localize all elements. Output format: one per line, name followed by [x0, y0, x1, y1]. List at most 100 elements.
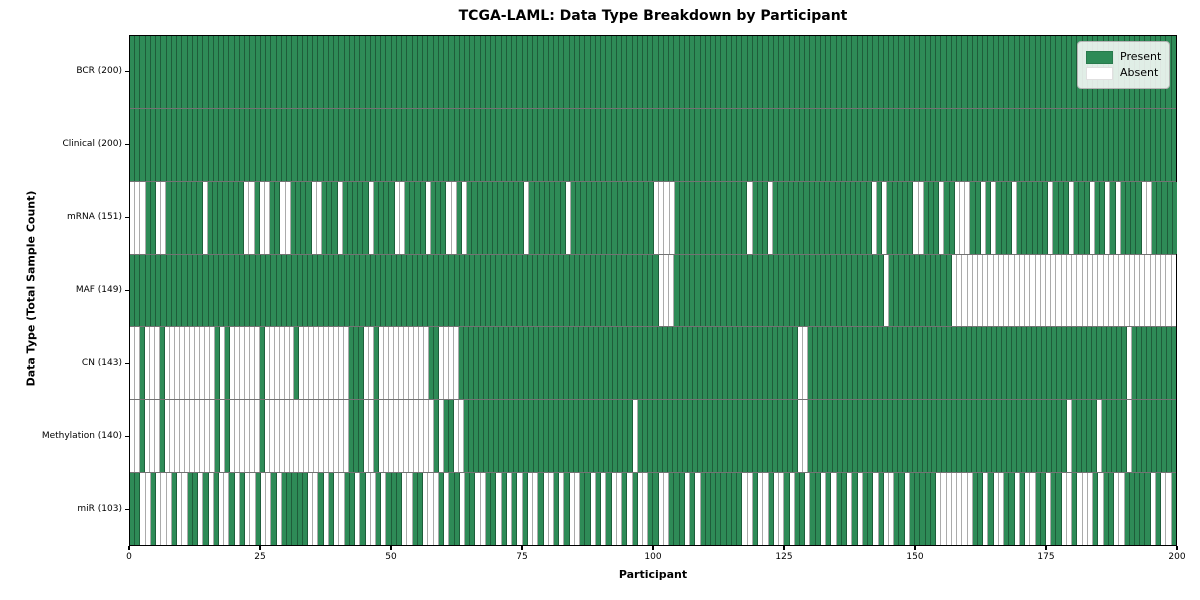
heatmap-cell: [529, 181, 535, 254]
heatmap-cell: [942, 400, 948, 473]
heatmap-cell: [598, 327, 604, 400]
heatmap-row-Methylation: [130, 400, 1176, 474]
heatmap-cell: [763, 400, 768, 473]
heatmap-cell: [601, 36, 607, 108]
heatmap-cell: [653, 327, 659, 400]
heatmap-cell: [1047, 327, 1053, 400]
heatmap-cell: [908, 181, 914, 254]
heatmap-cell: [679, 108, 685, 181]
heatmap-cell: [468, 400, 474, 473]
heatmap-cell: [354, 327, 360, 400]
heatmap-cell: [1103, 473, 1109, 546]
heatmap-cell: [1009, 254, 1015, 327]
heatmap-cell: [140, 108, 146, 181]
heatmap-cell: [637, 108, 643, 181]
heatmap-cell: [177, 473, 183, 546]
heatmap-cell: [213, 108, 219, 181]
heatmap-cell: [229, 400, 235, 473]
heatmap-cell: [805, 254, 811, 327]
heatmap-cell: [1077, 327, 1083, 400]
heatmap-cell: [329, 400, 335, 473]
heatmap-cell: [747, 36, 753, 108]
heatmap-cell: [155, 181, 162, 254]
heatmap-cell: [1032, 327, 1038, 400]
heatmap-cell: [483, 327, 489, 400]
heatmap-cell: [1098, 108, 1104, 181]
heatmap-cell: [752, 473, 759, 546]
heatmap-cell: [344, 473, 350, 546]
heatmap-cell: [1093, 473, 1099, 546]
x-tick-mark: [390, 546, 392, 550]
heatmap-cell: [370, 473, 377, 546]
heatmap-cell: [960, 181, 966, 254]
heatmap-cell: [1062, 400, 1068, 473]
heatmap-cell: [857, 400, 863, 473]
heatmap-cell: [763, 254, 769, 327]
heatmap-cell: [674, 473, 680, 546]
heatmap-cell: [307, 36, 314, 108]
heatmap-cell: [743, 327, 749, 400]
heatmap-cell: [841, 36, 848, 108]
heatmap-cell: [779, 108, 785, 181]
heatmap-cell: [700, 254, 706, 327]
heatmap-cell: [721, 473, 727, 546]
heatmap-cell: [281, 254, 288, 327]
heatmap-cell: [166, 36, 172, 108]
heatmap-cell: [249, 327, 255, 400]
heatmap-cell: [332, 181, 338, 254]
heatmap-cell: [987, 327, 993, 400]
y-tick-mark: [125, 217, 129, 219]
heatmap-cell: [925, 36, 931, 108]
heatmap-cell: [314, 327, 320, 400]
heatmap-cell: [538, 473, 544, 546]
heatmap-cell: [161, 181, 167, 254]
heatmap-cell: [224, 108, 230, 181]
heatmap-cell: [1056, 36, 1062, 108]
heatmap-cell: [245, 108, 251, 181]
heatmap-cell: [580, 108, 586, 181]
heatmap-cell: [894, 254, 900, 327]
heatmap-cell: [354, 400, 360, 473]
heatmap-cell: [580, 36, 586, 108]
heatmap-cell: [826, 473, 832, 546]
heatmap-cell: [633, 181, 639, 254]
heatmap-cell: [229, 327, 235, 400]
heatmap-cell: [812, 400, 818, 473]
heatmap-cell: [501, 254, 507, 327]
heatmap-cell: [463, 327, 469, 400]
heatmap-cell: [637, 36, 643, 108]
heatmap-cell: [738, 327, 744, 400]
heatmap-cell: [276, 473, 282, 546]
heatmap-cell: [685, 181, 691, 254]
heatmap-cell: [304, 400, 310, 473]
heatmap-cell: [737, 254, 743, 327]
heatmap-cell: [883, 254, 889, 327]
heatmap-cell: [861, 181, 867, 254]
heatmap-cell: [716, 108, 722, 181]
heatmap-cell: [318, 254, 324, 327]
heatmap-cell: [199, 400, 205, 473]
heatmap-cell: [454, 108, 460, 181]
heatmap-cell: [606, 36, 612, 108]
heatmap-cell: [1155, 254, 1162, 327]
heatmap-cell: [733, 400, 739, 473]
heatmap-cell: [517, 473, 523, 546]
heatmap-cell: [1022, 327, 1028, 400]
heatmap-cell: [1006, 181, 1012, 254]
heatmap-cell: [171, 254, 178, 327]
heatmap-cell: [184, 327, 190, 400]
heatmap-cell: [302, 254, 308, 327]
heatmap-cell: [731, 254, 738, 327]
heatmap-cell: [459, 254, 465, 327]
legend-swatch-absent: [1086, 66, 1113, 80]
heatmap-cell: [1014, 473, 1020, 546]
heatmap-cell: [836, 36, 842, 108]
heatmap-cell: [1166, 108, 1172, 181]
heatmap-cell: [842, 327, 848, 400]
heatmap-cell: [493, 327, 499, 400]
heatmap-cell: [779, 254, 785, 327]
heatmap-cell: [1043, 181, 1049, 254]
heatmap-cell: [768, 473, 774, 546]
heatmap-cell: [266, 36, 272, 108]
x-tick-label-125: 125: [775, 552, 793, 562]
